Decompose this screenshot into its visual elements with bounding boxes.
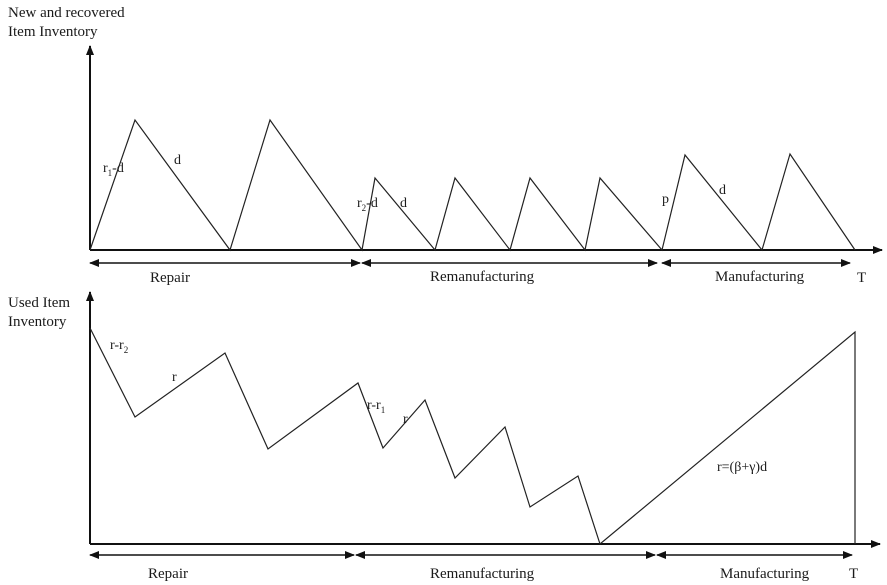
top-y-axis-title-line1: New and recovered — [8, 5, 125, 21]
bottom-label-repair-down: r-r2 — [110, 338, 128, 355]
bottom-phase-repair-label: Repair — [148, 566, 188, 582]
bottom-inventory-curve — [89, 327, 856, 546]
bottom-label-reman-up: r — [403, 412, 408, 427]
top-label-repair-down: d — [174, 153, 181, 168]
top-label-manuf-down: d — [719, 183, 726, 198]
bottom-label-repair-up: r — [172, 370, 177, 385]
top-end-label: T — [857, 270, 866, 286]
top-inventory-curve — [89, 118, 856, 252]
bottom-label-manuf-up: r=(β+γ)d — [717, 460, 767, 475]
top-label-repair-up: r1-d — [103, 161, 124, 178]
bottom-chart: Used Item Inventory r-r2 r r-r1 r r=(β+γ… — [8, 291, 881, 582]
top-phase-manuf-label: Manufacturing — [715, 269, 805, 285]
top-label-reman-down: d — [400, 196, 407, 211]
bottom-phase-manuf-label: Manufacturing — [720, 566, 810, 582]
bottom-label-reman-down: r-r1 — [367, 398, 385, 415]
bottom-phase-reman-label: Remanufacturing — [430, 566, 535, 582]
bottom-y-axis-title-line1: Used Item — [8, 295, 70, 311]
bottom-y-axis-title-line2: Inventory — [8, 314, 67, 330]
top-label-manuf-up: p — [662, 192, 669, 207]
bottom-end-label: T — [849, 566, 858, 582]
top-phase-repair-label: Repair — [150, 270, 190, 286]
top-chart: New and recovered Item Inventory r1-d d … — [8, 5, 883, 286]
top-label-reman-up: r2-d — [357, 196, 378, 213]
top-y-axis-title-line2: Item Inventory — [8, 24, 98, 40]
top-phase-reman-label: Remanufacturing — [430, 269, 535, 285]
